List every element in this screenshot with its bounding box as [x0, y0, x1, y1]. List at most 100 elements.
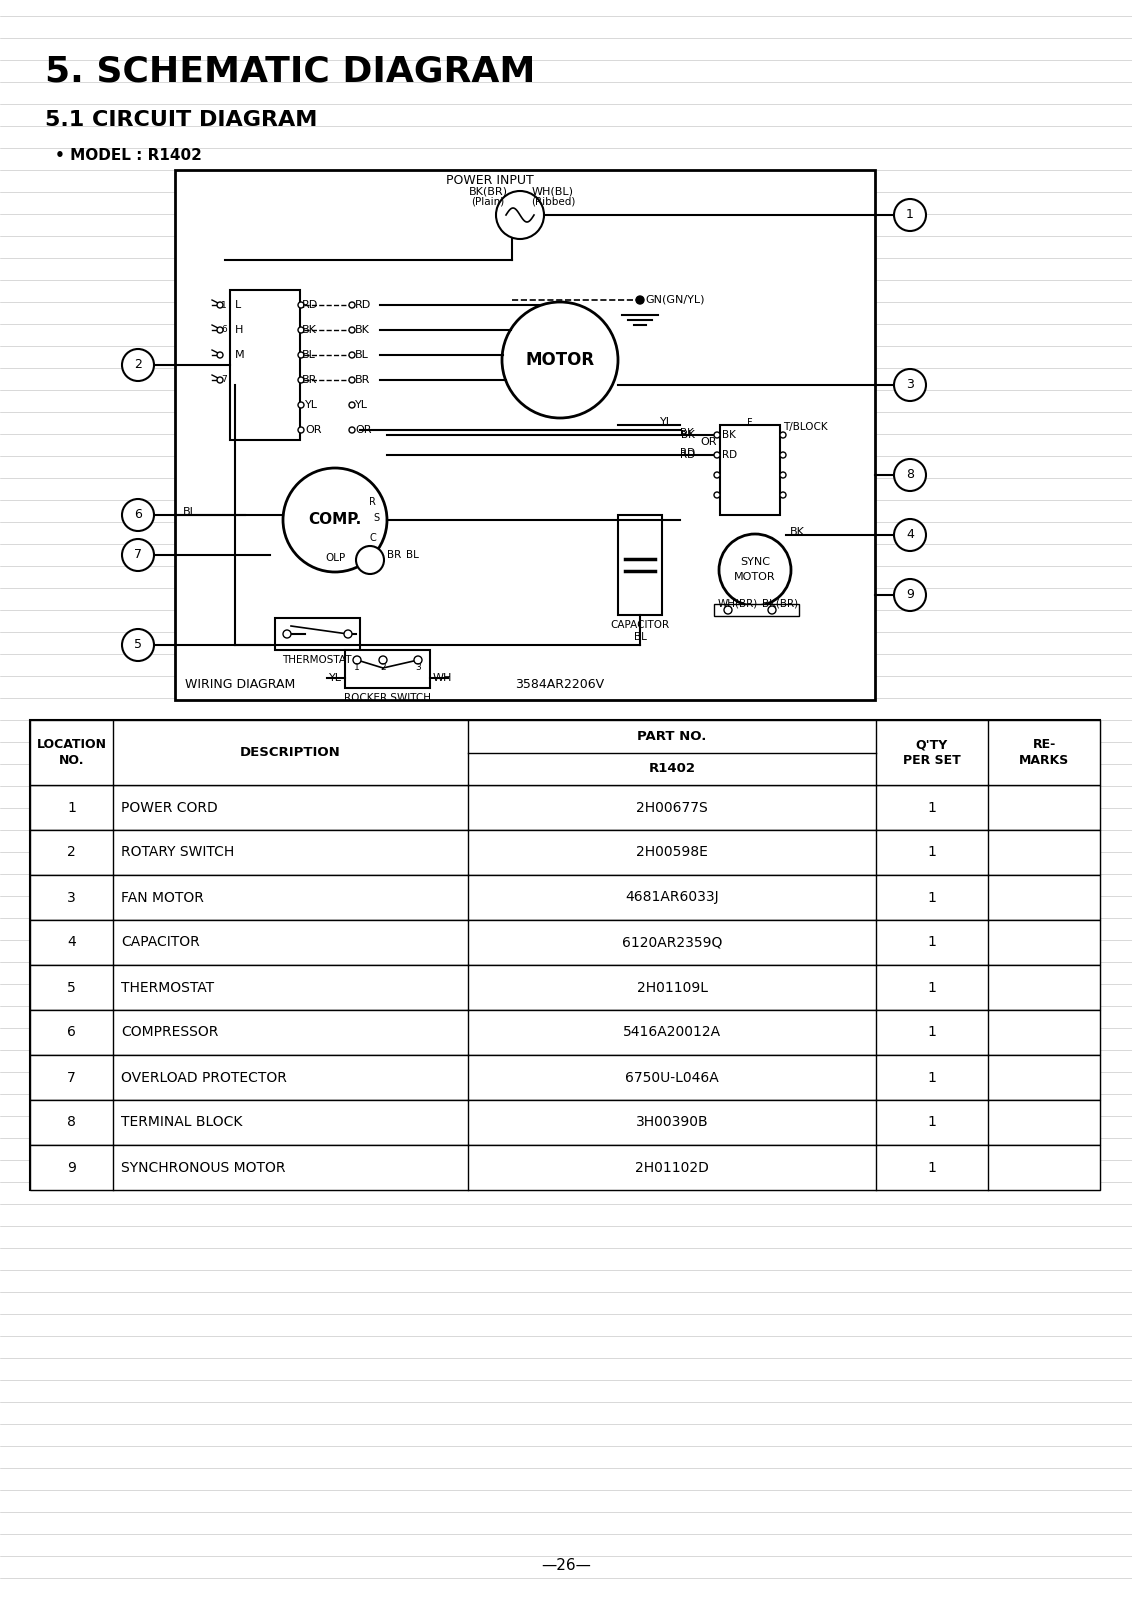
Bar: [31, 830, 1100, 875]
Text: RD: RD: [302, 301, 318, 310]
Bar: [175, 170, 875, 701]
Circle shape: [714, 472, 720, 478]
Text: 4681AR6033J: 4681AR6033J: [625, 891, 719, 904]
Circle shape: [767, 606, 777, 614]
Text: 1: 1: [927, 1115, 936, 1130]
Text: BR: BR: [302, 374, 317, 386]
Text: 8: 8: [67, 1115, 76, 1130]
Text: LOCATION: LOCATION: [36, 738, 106, 750]
Bar: [31, 965, 1100, 1010]
Text: 1: 1: [927, 1160, 936, 1174]
Text: BK: BK: [355, 325, 370, 334]
Circle shape: [217, 378, 223, 382]
Text: YL: YL: [329, 674, 342, 683]
Text: BK: BK: [302, 325, 317, 334]
Text: 5416A20012A: 5416A20012A: [623, 1026, 721, 1040]
Text: R: R: [369, 498, 376, 507]
Circle shape: [894, 518, 926, 550]
Text: BK: BK: [790, 526, 805, 538]
Text: FAN MOTOR: FAN MOTOR: [121, 891, 204, 904]
Text: 3584AR2206V: 3584AR2206V: [515, 678, 604, 691]
Text: WH(BR): WH(BR): [718, 598, 758, 608]
Circle shape: [780, 451, 786, 458]
Bar: [720, 426, 780, 515]
Text: 1: 1: [67, 800, 76, 814]
Bar: [31, 1146, 1100, 1190]
Text: 2H00677S: 2H00677S: [636, 800, 708, 814]
Text: WH(BL): WH(BL): [532, 187, 574, 197]
Text: BL: BL: [634, 632, 646, 642]
Text: 2: 2: [134, 358, 142, 371]
Bar: [31, 1101, 1100, 1146]
Text: 5. SCHEMATIC DIAGRAM: 5. SCHEMATIC DIAGRAM: [45, 54, 535, 90]
Text: DESCRIPTION: DESCRIPTION: [240, 746, 341, 758]
Text: BK: BK: [722, 430, 736, 440]
Text: OR: OR: [305, 426, 321, 435]
Circle shape: [714, 451, 720, 458]
Text: POWER INPUT: POWER INPUT: [446, 173, 534, 187]
Circle shape: [298, 378, 305, 382]
Circle shape: [894, 198, 926, 230]
Text: 3: 3: [415, 664, 421, 672]
Bar: [31, 920, 1100, 965]
Circle shape: [353, 656, 361, 664]
Bar: [31, 720, 1100, 786]
Circle shape: [217, 352, 223, 358]
Circle shape: [719, 534, 791, 606]
Text: BL: BL: [355, 350, 369, 360]
Text: 1: 1: [906, 208, 914, 221]
Text: RD: RD: [680, 448, 695, 458]
Text: 3H00390B: 3H00390B: [636, 1115, 709, 1130]
Circle shape: [217, 302, 223, 307]
Text: MOTOR: MOTOR: [525, 350, 594, 370]
Text: M: M: [235, 350, 245, 360]
Text: MOTOR: MOTOR: [735, 573, 775, 582]
Text: 5: 5: [134, 638, 142, 651]
Circle shape: [298, 302, 305, 307]
Circle shape: [122, 349, 154, 381]
Circle shape: [636, 296, 644, 304]
Bar: [31, 875, 1100, 920]
Text: BL: BL: [406, 550, 419, 560]
Text: 1: 1: [927, 891, 936, 904]
Text: 9: 9: [906, 589, 914, 602]
Text: THERMOSTAT: THERMOSTAT: [121, 981, 214, 995]
Text: RD: RD: [355, 301, 371, 310]
Circle shape: [496, 190, 544, 238]
Text: S: S: [374, 514, 379, 523]
Circle shape: [283, 467, 387, 573]
Text: OVERLOAD PROTECTOR: OVERLOAD PROTECTOR: [121, 1070, 286, 1085]
Text: OR: OR: [700, 437, 717, 446]
Circle shape: [780, 493, 786, 498]
Text: BL: BL: [183, 507, 197, 517]
Circle shape: [714, 493, 720, 498]
Circle shape: [780, 432, 786, 438]
Text: (Plain): (Plain): [471, 197, 505, 206]
Text: PER SET: PER SET: [903, 754, 961, 766]
Text: BK(BR): BK(BR): [469, 187, 507, 197]
Text: TERMINAL BLOCK: TERMINAL BLOCK: [121, 1115, 242, 1130]
Text: THERMOSTAT: THERMOSTAT: [282, 654, 352, 666]
Text: 2H01102D: 2H01102D: [635, 1160, 709, 1174]
Text: H: H: [235, 325, 243, 334]
Text: 8: 8: [906, 469, 914, 482]
Text: 7: 7: [134, 549, 142, 562]
Text: 2: 2: [380, 664, 386, 672]
Circle shape: [298, 352, 305, 358]
Text: COMPRESSOR: COMPRESSOR: [121, 1026, 218, 1040]
Circle shape: [349, 378, 355, 382]
Text: POWER CORD: POWER CORD: [121, 800, 217, 814]
Text: 1: 1: [927, 981, 936, 995]
Text: WIRING DIAGRAM: WIRING DIAGRAM: [185, 678, 295, 691]
Text: YL: YL: [660, 418, 674, 427]
Text: RD: RD: [680, 450, 695, 461]
Text: OR: OR: [355, 426, 371, 435]
Text: 2H01109L: 2H01109L: [636, 981, 708, 995]
Text: 2H00598E: 2H00598E: [636, 845, 708, 859]
Text: 1: 1: [927, 800, 936, 814]
Text: 9: 9: [67, 1160, 76, 1174]
Text: 1: 1: [927, 1070, 936, 1085]
Text: T/BLOCK: T/BLOCK: [783, 422, 827, 432]
Circle shape: [349, 326, 355, 333]
Circle shape: [298, 326, 305, 333]
